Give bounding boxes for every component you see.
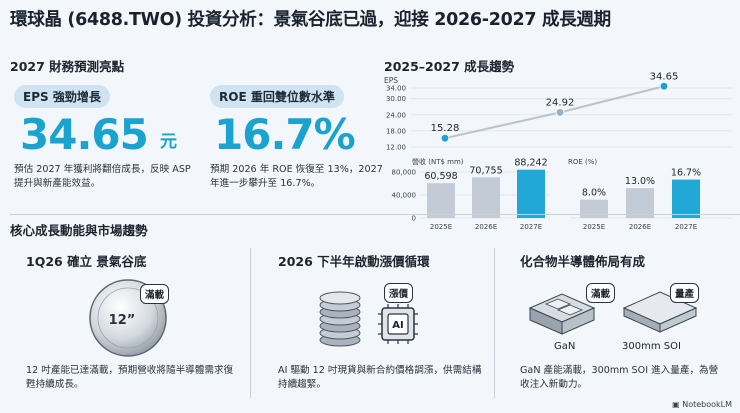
- price-illustration: AI: [319, 291, 418, 347]
- revenue-tick-label: 0: [412, 215, 416, 223]
- roe-bar: [626, 188, 654, 218]
- card-divider-1: [250, 248, 251, 398]
- card-trough-description: 12 吋產能已達滿載，預期營收將隨半導體需求復甦持續成長。: [26, 365, 234, 390]
- soi-wafer-icon: [622, 291, 698, 333]
- card-trough-title: 1Q26 確立 景氣谷底: [26, 254, 147, 269]
- eps-unit: 元: [160, 132, 177, 152]
- eps-data-label: 15.28: [431, 123, 460, 134]
- eps-description: 預估 2027 年獲利將翻倍成長，反映 ASP 提升與新產能效益。: [14, 164, 191, 189]
- eps-tick-label: 30.00: [386, 95, 406, 103]
- eps-point: [659, 81, 669, 91]
- revenue-bar: [472, 177, 500, 218]
- roe-bar: [672, 179, 700, 218]
- ai-chip-icon: AI: [378, 304, 418, 344]
- ai-chip-label: AI: [392, 320, 403, 331]
- compound-illustration: [528, 291, 698, 335]
- card-price-title: 2026 下半年啟動漲價循環: [278, 254, 430, 269]
- revenue-category-label: 2027E: [520, 223, 542, 231]
- revenue-tick-label: 80,000: [392, 169, 417, 177]
- roe-value: 16.7%: [214, 110, 356, 159]
- price-hike-badge: 漲價: [384, 283, 414, 303]
- revenue-category-label: 2025E: [430, 223, 452, 231]
- roe-data-label: 13.0%: [625, 176, 655, 187]
- card-compound-description: GaN 產能滿載，300mm SOI 進入量產，為營收注入新動力。: [520, 365, 719, 390]
- card-compound-title: 化合物半導體佈局有成: [520, 254, 646, 269]
- gan-label: GaN: [554, 341, 576, 352]
- eps-data-label: 24.92: [546, 97, 575, 108]
- revenue-bar: [517, 169, 545, 218]
- revenue-data-label: 70,755: [469, 165, 502, 176]
- revenue-axis-label: 營收 (NT$ mm): [412, 157, 464, 166]
- roe-category-label: 2027E: [675, 223, 697, 231]
- gan-full-badge: 滿載: [586, 283, 616, 303]
- eps-tick-label: 18.00: [386, 127, 406, 135]
- revenue-category-label: 2026E: [475, 223, 497, 231]
- wafer-stack-icon: [319, 291, 361, 347]
- footer-brand: ▣ NotebookLM: [672, 400, 732, 409]
- roe-data-label: 8.0%: [582, 188, 606, 199]
- roe-axis-label: ROE (%): [568, 158, 597, 166]
- roe-category-label: 2025E: [583, 223, 605, 231]
- roe-bar: [580, 199, 608, 218]
- card-price-description: AI 驅動 12 吋現貨與新合約價格調漲，供需結構持續趨緊。: [278, 365, 482, 390]
- roe-category-label: 2026E: [629, 223, 651, 231]
- wafer-illustration: 12”: [89, 279, 167, 357]
- revenue-bar: [427, 183, 455, 218]
- trend-heading: 2025–2027 成長趨勢: [384, 59, 515, 74]
- card-divider-2: [494, 248, 495, 398]
- drivers-heading: 核心成長動能與市場趨勢: [10, 223, 148, 238]
- eps-point: [555, 107, 565, 117]
- eps-tick-label: 12.00: [386, 144, 406, 152]
- revenue-data-label: 60,598: [424, 171, 457, 182]
- roe-label: ROE 重回雙位數水準: [210, 85, 344, 108]
- roe-data-label: 16.7%: [671, 168, 701, 179]
- roe-description: 預期 2026 年 ROE 恢復至 13%，2027 年進一步攀升至 16.7%…: [210, 164, 383, 189]
- eps-value: 34.65: [20, 110, 149, 159]
- section-divider: [10, 214, 740, 215]
- roe-bar-chart: ROE (%) 8.0% 2025E 13.0% 2026E 16.7% 2027E: [568, 158, 732, 231]
- eps-label: EPS 強勁增長: [14, 85, 110, 108]
- highlights-heading: 2027 財務預測亮點: [10, 59, 125, 74]
- eps-data-label: 34.65: [650, 72, 679, 82]
- footer-label: NotebookLM: [682, 400, 732, 409]
- wafer-size-label: 12”: [109, 313, 136, 328]
- revenue-tick-label: 40,000: [392, 192, 417, 200]
- eps-axis-label: EPS: [384, 76, 398, 85]
- page-title: 環球晶 (6488.TWO) 投資分析：景氣谷底已過，迎接 2026-2027 …: [10, 10, 611, 30]
- eps-line-chart: 34.00 30.00 24.00 18.00 12.00 15.28 24.92 34.65: [386, 72, 732, 152]
- revenue-bar-chart: 營收 (NT$ mm) 80,000 40,000 0 60,598 2025E 70,75…: [392, 157, 550, 231]
- revenue-data-label: 88,242: [514, 158, 547, 169]
- trend-charts: EPS 34.0030.0024.0018.0012.0015.2824.923…: [384, 72, 732, 231]
- soi-label: 300mm SOI: [622, 341, 681, 352]
- eps-series-line: [444, 85, 665, 140]
- soi-production-badge: 量產: [670, 283, 700, 303]
- eps-tick-label: 24.00: [386, 111, 406, 119]
- eps-tick-label: 34.00: [386, 85, 406, 93]
- eps-point: [440, 133, 450, 143]
- gan-block-icon: [528, 293, 596, 335]
- full-capacity-badge: 滿載: [140, 284, 170, 304]
